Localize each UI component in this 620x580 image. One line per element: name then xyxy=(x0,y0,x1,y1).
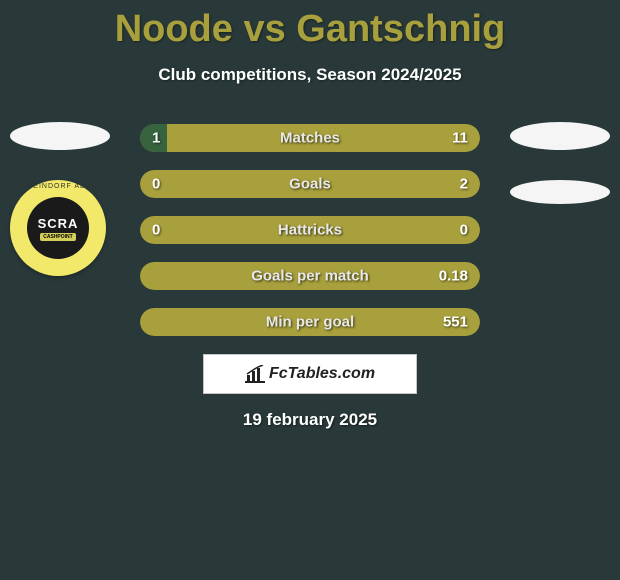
badge-inner: SCRA CASHPOINT xyxy=(27,197,89,259)
badge-sub-text: CASHPOINT xyxy=(40,233,75,241)
right-team-ellipse-1 xyxy=(510,122,610,150)
branding-box[interactable]: FcTables.com xyxy=(203,354,417,394)
stat-right-value: 2 xyxy=(460,176,468,193)
stats-container: 1 Matches 11 0 Goals 2 0 Hattricks 0 Goa… xyxy=(138,122,482,352)
stat-label: Hattricks xyxy=(278,222,342,239)
subtitle: Club competitions, Season 2024/2025 xyxy=(0,65,620,85)
branding-text: FcTables.com xyxy=(269,365,375,383)
stat-row-min-per-goal: Min per goal 551 xyxy=(138,306,482,338)
stat-label: Goals xyxy=(289,176,331,193)
badge-main-text: SCRA xyxy=(38,216,79,231)
stat-right-value: 0 xyxy=(460,222,468,239)
chart-icon xyxy=(245,365,265,383)
stat-row-matches: 1 Matches 11 xyxy=(138,122,482,154)
stat-left-value: 1 xyxy=(152,130,160,147)
stat-label: Matches xyxy=(280,130,340,147)
stat-right-value: 11 xyxy=(452,130,468,147)
stat-label: Goals per match xyxy=(251,268,369,285)
stat-row-goals: 0 Goals 2 xyxy=(138,168,482,200)
right-team-column xyxy=(510,122,610,204)
stat-right-value: 551 xyxy=(443,314,468,331)
stat-row-hattricks: 0 Hattricks 0 xyxy=(138,214,482,246)
page-title: Noode vs Gantschnig xyxy=(0,0,620,51)
left-team-badge: RHEINDORF ALTA SCRA CASHPOINT xyxy=(10,180,106,276)
date-text: 19 february 2025 xyxy=(243,410,377,430)
stat-left-value: 0 xyxy=(152,176,160,193)
stat-right-value: 0.18 xyxy=(439,268,468,285)
stat-row-goals-per-match: Goals per match 0.18 xyxy=(138,260,482,292)
left-team-ellipse xyxy=(10,122,110,150)
stat-label: Min per goal xyxy=(266,314,354,331)
badge-ring-text: RHEINDORF ALTA xyxy=(21,183,95,190)
right-team-ellipse-2 xyxy=(510,180,610,204)
stat-left-value: 0 xyxy=(152,222,160,239)
left-team-column: RHEINDORF ALTA SCRA CASHPOINT xyxy=(10,122,110,276)
